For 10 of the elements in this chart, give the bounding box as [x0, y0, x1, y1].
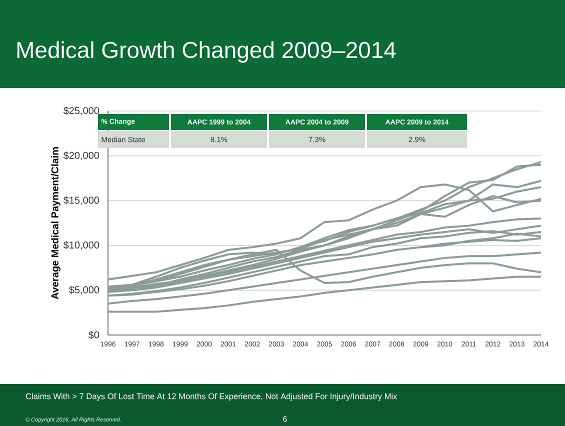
text: 6 [283, 416, 287, 422]
y-tick-label: $5,000 [68, 286, 100, 295]
y-axis-title: Average Medical Payment/Claim [51, 147, 60, 300]
y-tick-label: $10,000 [63, 241, 100, 250]
chart-title: Medical Growth Changed 2009–2014 [17, 41, 396, 63]
y-tick-label: $0 [88, 330, 100, 340]
y-tick-label: $25,000 [63, 106, 100, 116]
y-tick-label: $20,000 [63, 151, 100, 160]
text: Claims With > 7 Days Of Lost Time At 12 Months Of Experience, Not Adjusted For Injury/Industry Mix [26, 393, 398, 401]
y-tick-label: $15,000 [63, 196, 100, 205]
